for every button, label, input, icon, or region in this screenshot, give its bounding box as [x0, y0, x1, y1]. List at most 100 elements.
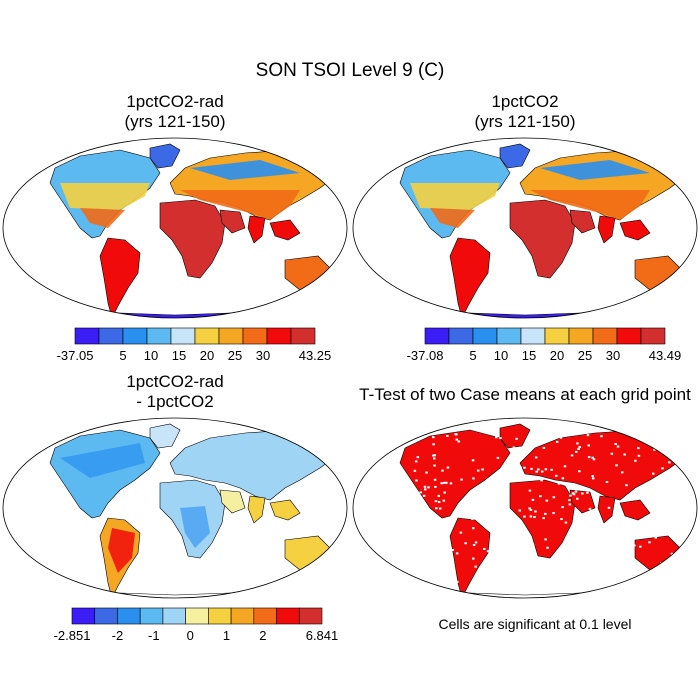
panel-case1-title-line2: (yrs 121-150) — [124, 112, 226, 131]
colorbar-tick-label: -2 — [112, 628, 124, 643]
land-samerica — [99, 237, 141, 318]
colorbar-tick-label: 0 — [187, 628, 194, 643]
land-eurasia — [519, 429, 691, 501]
land-arabia — [219, 209, 246, 234]
colorbar-swatch — [568, 327, 594, 345]
land-samerica — [449, 237, 491, 318]
colorbar-tick-label: 43.25 — [299, 348, 332, 363]
land-australia — [284, 535, 331, 571]
colorbar-swatch — [230, 607, 255, 625]
colorbar-tick-label: 30 — [256, 348, 270, 363]
colorbar-swatch — [544, 327, 570, 345]
land-greenland — [149, 423, 181, 449]
panel-case2-title: 1pctCO2 (yrs 121-150) — [375, 92, 675, 132]
colorbar-swatch — [218, 327, 244, 345]
panel-case2-title-line1: 1pctCO2 — [491, 92, 559, 111]
colorbar-swatch — [242, 327, 268, 345]
colorbar-tick-label: 25 — [228, 348, 242, 363]
colorbar-swatch — [520, 327, 546, 345]
map-case2 — [352, 137, 698, 319]
land-greenland — [499, 143, 531, 169]
colorbar-swatch — [185, 607, 209, 625]
colorbar-swatch — [208, 607, 232, 625]
colorbar-swatch — [94, 607, 118, 625]
land-namerica — [49, 429, 161, 519]
colorbar-swatch — [146, 327, 172, 345]
land-india — [247, 495, 266, 524]
colorbar-swatch — [194, 327, 220, 345]
colorbar-swatch — [640, 327, 666, 345]
land-australia — [284, 255, 331, 291]
colorbar-tick-label: 10 — [144, 348, 158, 363]
land-seasia — [619, 219, 651, 241]
land-india — [247, 215, 266, 244]
land-arabia — [569, 209, 596, 234]
panel-diff-title-line1: 1pctCO2-rad — [126, 372, 224, 391]
colorbar-swatch — [424, 327, 450, 345]
colorbar-tick-label: 5 — [119, 348, 126, 363]
colorbar-swatch — [448, 327, 474, 345]
colorbar-swatch — [122, 327, 148, 345]
panel-case1-title: 1pctCO2-rad (yrs 121-150) — [25, 92, 325, 132]
panel-diff-title-line2: - 1pctCO2 — [136, 392, 214, 411]
colorbar-swatch — [592, 327, 618, 345]
colorbar-tick-label: 5 — [469, 348, 476, 363]
colorbar-tick-label: -37.08 — [407, 348, 444, 363]
colorbar-swatch — [472, 327, 498, 345]
colorbar-swatch — [170, 327, 196, 345]
colorbar-tick-label: 15 — [172, 348, 186, 363]
colorbar-swatch — [117, 607, 141, 625]
figure-title: SON TSOI Level 9 (C) — [255, 60, 445, 81]
panel-case1-title-line1: 1pctCO2-rad — [126, 92, 224, 111]
colorbar-swatch — [74, 327, 100, 345]
land-arabia — [219, 489, 246, 514]
land-africa — [509, 199, 576, 279]
colorbar-tick-label: 2 — [259, 628, 266, 643]
panel-ttest-title: T-Test of two Case means at each grid po… — [359, 385, 691, 404]
land-samerica — [449, 517, 491, 598]
colorbar-swatch — [496, 327, 522, 345]
panel-diff-title: 1pctCO2-rad - 1pctCO2 — [25, 372, 325, 412]
colorbar-swatch — [139, 607, 164, 625]
land-india — [597, 495, 616, 524]
land-seasia — [269, 499, 301, 521]
colorbar-swatch — [298, 607, 323, 625]
colorbar-swatch — [71, 607, 96, 625]
colorbar-tick-label: -2.851 — [54, 628, 91, 643]
colorbar-swatch — [616, 327, 642, 345]
colorbar-tick-label: 30 — [606, 348, 620, 363]
map-diff — [2, 417, 348, 599]
colorbar-swatch — [253, 607, 277, 625]
colorbar-case1: -37.05 5 10 15 20 25 30 43.25 — [57, 327, 331, 363]
colorbar-swatch — [276, 607, 300, 625]
land-africa — [159, 199, 226, 279]
land-seasia — [619, 499, 651, 521]
map-ttest — [352, 417, 698, 599]
colorbar-tick-label: 20 — [200, 348, 214, 363]
colorbar-tick-label: -37.05 — [57, 348, 94, 363]
colorbar-swatch — [162, 607, 186, 625]
colorbar-swatch — [266, 327, 292, 345]
colorbar-tick-label: 1 — [223, 628, 230, 643]
colorbar-tick-label: 15 — [522, 348, 536, 363]
colorbar-tick-label: 25 — [578, 348, 592, 363]
land-australia — [634, 255, 681, 291]
land-seasia — [269, 219, 301, 241]
colorbar-tick-label: -1 — [148, 628, 160, 643]
land-namerica — [399, 429, 511, 519]
colorbar-diff: -2.851 -2 -1 0 1 2 6.841 — [54, 607, 338, 643]
ttest-note: Cells are significant at 0.1 level — [438, 616, 632, 632]
colorbar-swatch — [98, 327, 124, 345]
land-india — [597, 215, 616, 244]
colorbar-tick-label: 43.49 — [649, 348, 682, 363]
land-eurasia — [169, 429, 341, 501]
colorbar-tick-label: 20 — [550, 348, 564, 363]
colorbar-tick-label: 6.841 — [306, 628, 339, 643]
colorbar-swatch — [290, 327, 316, 345]
land-greenland — [149, 143, 181, 169]
colorbar-case2: -37.08 5 10 15 20 25 30 43.49 — [407, 327, 681, 363]
colorbar-tick-label: 10 — [494, 348, 508, 363]
land-arabia — [569, 489, 596, 514]
panel-case2-title-line2: (yrs 121-150) — [474, 112, 576, 131]
map-case1 — [2, 137, 348, 319]
